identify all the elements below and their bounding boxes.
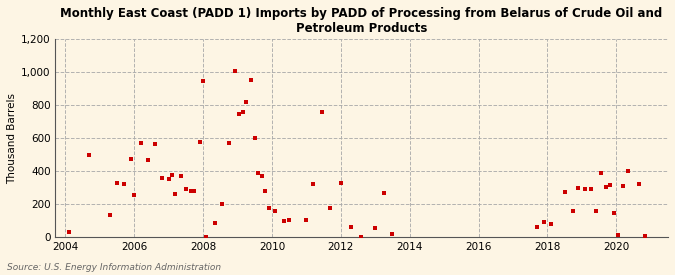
Point xyxy=(595,171,606,175)
Point xyxy=(356,235,367,240)
Point xyxy=(111,181,122,185)
Point xyxy=(167,172,178,177)
Point xyxy=(198,79,209,83)
Point xyxy=(210,220,221,225)
Point xyxy=(118,182,129,187)
Point xyxy=(270,209,281,213)
Point xyxy=(633,182,644,186)
Point xyxy=(237,109,248,114)
Point xyxy=(180,187,191,192)
Point xyxy=(605,183,616,188)
Point xyxy=(532,224,543,229)
Point xyxy=(223,141,234,145)
Point xyxy=(163,177,174,182)
Point xyxy=(585,187,596,192)
Text: Source: U.S. Energy Information Administration: Source: U.S. Energy Information Administ… xyxy=(7,263,221,272)
Point xyxy=(301,218,312,222)
Point xyxy=(623,169,634,174)
Point xyxy=(217,202,227,207)
Point xyxy=(249,136,260,140)
Point xyxy=(84,152,95,157)
Point xyxy=(241,100,252,104)
Point xyxy=(545,222,556,226)
Point xyxy=(539,219,549,224)
Point xyxy=(618,184,628,188)
Point xyxy=(170,191,181,196)
Point xyxy=(335,181,346,185)
Point xyxy=(568,209,578,213)
Point xyxy=(189,189,200,193)
Point xyxy=(142,158,153,163)
Point xyxy=(573,186,584,190)
Title: Monthly East Coast (PADD 1) Imports by PADD of Processing from Belarus of Crude : Monthly East Coast (PADD 1) Imports by P… xyxy=(60,7,663,35)
Point xyxy=(560,190,570,194)
Point xyxy=(105,213,115,217)
Y-axis label: Thousand Barrels: Thousand Barrels xyxy=(7,93,17,184)
Point xyxy=(346,225,356,230)
Point xyxy=(580,186,591,191)
Point xyxy=(63,230,74,235)
Point xyxy=(591,209,601,213)
Point xyxy=(379,191,389,195)
Point xyxy=(608,210,619,215)
Point xyxy=(308,182,319,186)
Point xyxy=(279,219,290,223)
Point xyxy=(284,218,294,222)
Point xyxy=(256,174,267,178)
Point xyxy=(234,112,244,116)
Point xyxy=(246,78,256,82)
Point xyxy=(260,189,271,193)
Point xyxy=(136,141,146,145)
Point xyxy=(264,205,275,210)
Point xyxy=(149,142,160,146)
Point xyxy=(639,233,650,238)
Point xyxy=(201,235,212,240)
Point xyxy=(613,233,624,237)
Point xyxy=(186,189,196,193)
Point xyxy=(370,226,381,230)
Point xyxy=(252,171,263,175)
Point xyxy=(325,205,336,210)
Point xyxy=(387,232,398,236)
Point xyxy=(129,193,140,197)
Point xyxy=(194,140,205,144)
Point xyxy=(317,110,327,115)
Point xyxy=(601,185,612,189)
Point xyxy=(176,174,186,178)
Point xyxy=(126,157,136,161)
Point xyxy=(230,69,240,73)
Point xyxy=(157,176,167,180)
